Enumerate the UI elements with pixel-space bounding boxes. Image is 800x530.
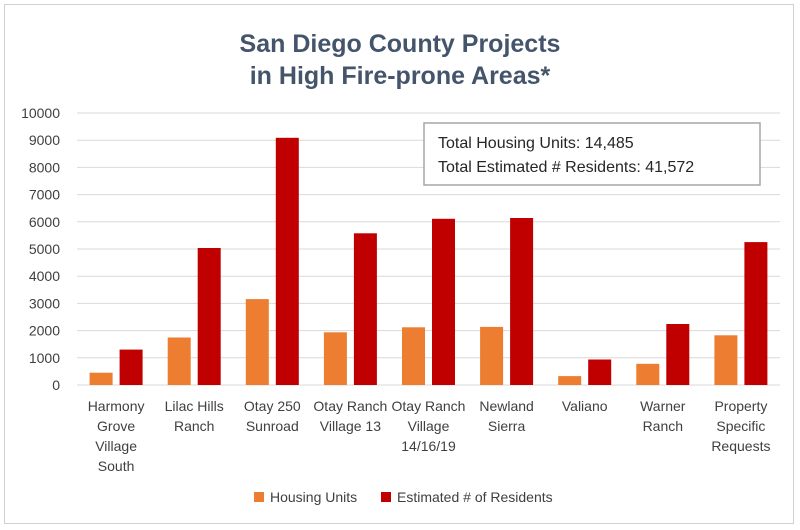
annotation-box: Total Housing Units: 14,485 Total Estima… — [423, 122, 761, 186]
bar-estimated-residents — [432, 218, 455, 385]
y-tick-label: 6000 — [29, 214, 60, 230]
annotation-line-1: Total Housing Units: 14,485 — [438, 135, 634, 152]
y-tick-label: 9000 — [29, 132, 60, 148]
x-category-label-line: Village — [95, 438, 137, 454]
y-tick-label: 4000 — [29, 268, 60, 284]
legend-swatch-housing-units — [254, 492, 264, 502]
chart-frame — [4, 4, 794, 524]
x-category-label-line: Requests — [711, 438, 770, 454]
x-category-label: Harmony Grove Village South — [88, 398, 145, 474]
bar-housing-units — [323, 332, 347, 385]
y-tick-label: 2000 — [29, 323, 60, 339]
bars — [89, 137, 768, 385]
x-category-label: Otay Ranch Village 14/16/19 — [392, 398, 466, 454]
x-category-label-line: Property — [714, 398, 767, 414]
legend-label-housing-units: Housing Units — [270, 489, 357, 505]
x-category-label-line: Sierra — [488, 418, 526, 434]
y-tick-label: 0 — [52, 377, 60, 393]
x-category-label: Newland Sierra — [479, 398, 533, 434]
x-axis: Harmony Grove Village South Lilac Hills Ranch… — [88, 398, 771, 474]
bar-housing-units — [480, 326, 504, 385]
x-category-label-line: Otay 250 — [244, 398, 301, 414]
chart-title-line-2: in High Fire-prone Areas* — [250, 62, 551, 90]
x-category-label-line: Ranch — [174, 418, 214, 434]
x-category-label: Otay 250 Sunroad — [244, 398, 301, 434]
bar-estimated-residents — [588, 359, 612, 385]
x-category-label-line: Grove — [97, 418, 135, 434]
x-category-label-line: Otay Ranch — [392, 398, 466, 414]
x-category-label: Lilac Hills Ranch — [165, 398, 224, 434]
legend-swatch-estimated-residents — [381, 492, 391, 502]
y-tick-label: 8000 — [29, 159, 60, 175]
chart-title-line-1: San Diego County Projects — [240, 30, 561, 58]
x-category-label-line: Ranch — [643, 418, 683, 434]
y-tick-label: 10000 — [21, 105, 60, 121]
legend-label-estimated-residents: Estimated # of Residents — [397, 489, 553, 505]
bar-estimated-residents — [119, 349, 143, 385]
bar-housing-units — [558, 376, 582, 385]
x-category-label: Otay Ranch Village 13 — [313, 398, 387, 434]
bar-estimated-residents — [510, 218, 534, 385]
legend: Housing Units Estimated # of Residents — [254, 489, 553, 505]
bar-housing-units — [714, 335, 738, 385]
bar-estimated-residents — [275, 137, 299, 385]
x-category-label-line: Village 13 — [320, 418, 381, 434]
bar-housing-units — [167, 337, 191, 385]
bar-housing-units — [89, 372, 113, 385]
bar-housing-units — [636, 363, 660, 385]
bar-housing-units — [245, 299, 269, 385]
x-category-label-line: Lilac Hills — [165, 398, 224, 414]
x-category-label-line: Valiano — [562, 398, 608, 414]
x-category-label-line: Specific — [716, 418, 765, 434]
x-category-label-line: Harmony — [88, 398, 145, 414]
bar-housing-units — [402, 327, 425, 385]
annotation-line-2: Total Estimated # Residents: 41,572 — [438, 159, 694, 176]
y-tick-label: 7000 — [29, 187, 60, 203]
y-tick-label: 1000 — [29, 350, 60, 366]
x-category-label-line: Newland — [479, 398, 533, 414]
x-category-label: Property Specific Requests — [711, 398, 770, 454]
x-category-label-line: 14/16/19 — [401, 438, 456, 454]
x-category-label-line: Sunroad — [246, 418, 299, 434]
bar-estimated-residents — [744, 242, 768, 385]
x-category-label-line: Village — [408, 418, 450, 434]
annotation-border — [423, 122, 761, 186]
x-category-label: Valiano — [562, 398, 608, 414]
y-tick-label: 3000 — [29, 295, 60, 311]
bar-estimated-residents — [666, 324, 690, 385]
x-category-label-line: South — [98, 458, 135, 474]
x-category-label: Warner Ranch — [640, 398, 686, 434]
bar-estimated-residents — [197, 248, 221, 385]
y-tick-label: 5000 — [29, 241, 60, 257]
x-category-label-line: Otay Ranch — [313, 398, 387, 414]
x-category-label-line: Warner — [640, 398, 686, 414]
bar-estimated-residents — [353, 233, 377, 385]
y-axis: 0 1000 2000 3000 4000 5000 6000 7000 8000 9000 100… — [21, 105, 60, 393]
